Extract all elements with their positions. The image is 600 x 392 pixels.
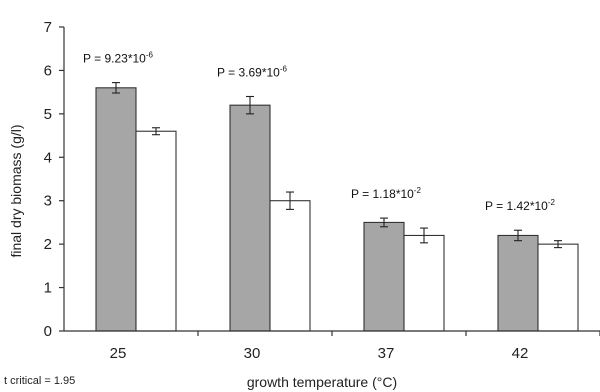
x-axis-title: growth temperature (°C) <box>247 374 397 390</box>
y-tick-label: 3 <box>44 193 52 210</box>
p-value-label: P = 1.42*10-2 <box>485 198 556 213</box>
p-value-annotations: P = 9.23*10-6 P = 3.69*10-6 P = 1.18*10-2 P… <box>83 51 556 214</box>
y-axis-title: final dry biomass (g/l) <box>8 124 24 257</box>
p-value-label: P = 9.23*10-6 <box>83 51 154 66</box>
x-category-label: 30 <box>244 345 261 362</box>
error-bar <box>554 240 562 249</box>
p-value-label: P = 3.69*10-6 <box>217 64 288 79</box>
y-tick-label: 7 <box>44 19 52 36</box>
error-bar <box>420 227 428 244</box>
bar-white <box>403 234 445 332</box>
error-bar <box>514 229 522 242</box>
bar-gray <box>497 234 539 332</box>
x-category-label: 37 <box>378 345 395 362</box>
bar-gray <box>95 87 137 332</box>
x-category-label: 42 <box>512 345 529 362</box>
bar-white <box>269 200 311 332</box>
y-tick-label: 4 <box>44 149 52 166</box>
error-bar <box>112 82 120 94</box>
error-bar <box>246 95 254 115</box>
y-axis-ticks: 0 1 2 3 4 5 6 7 <box>44 19 64 340</box>
error-bar <box>286 191 294 210</box>
y-tick-label: 0 <box>44 323 52 340</box>
y-tick-label: 1 <box>44 280 52 297</box>
bar-white <box>135 130 177 332</box>
p-value-label: P = 1.18*10-2 <box>351 186 422 201</box>
error-bar <box>380 217 388 228</box>
y-tick-label: 2 <box>44 236 52 253</box>
error-bar <box>152 127 160 136</box>
y-tick-label: 6 <box>44 62 52 79</box>
bar-white <box>537 243 579 332</box>
x-category-label: 25 <box>110 345 127 362</box>
y-tick-label: 5 <box>44 106 52 123</box>
t-critical-note: t critical = 1.95 <box>4 375 75 387</box>
bar-gray <box>363 221 405 332</box>
bar-gray <box>229 104 271 332</box>
x-axis-ticks: 25 30 37 42 <box>110 331 600 362</box>
error-bars-layer <box>112 82 562 249</box>
